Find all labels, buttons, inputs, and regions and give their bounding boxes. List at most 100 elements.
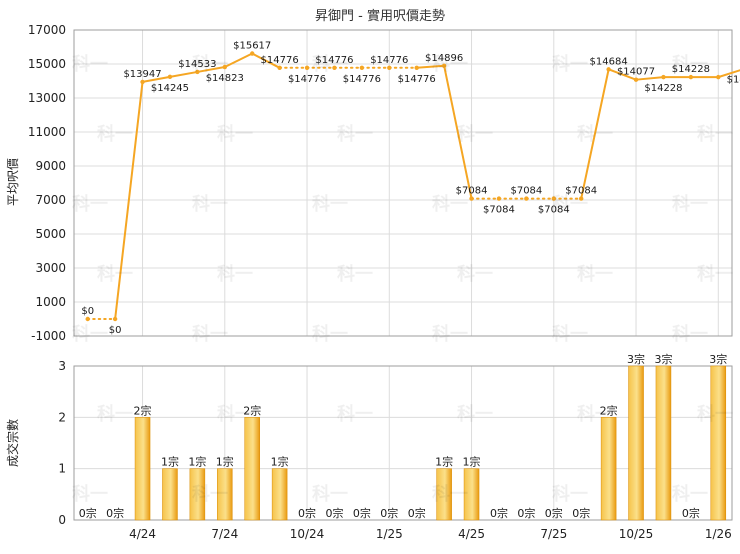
count-data-label: 0宗 xyxy=(79,506,97,520)
watermark-text: 科一 xyxy=(552,483,588,505)
count-bar xyxy=(463,468,480,521)
watermark-text: 科一 xyxy=(97,123,133,145)
watermark-text: 科一 xyxy=(97,263,133,285)
price-y-tick-label: 5000 xyxy=(35,227,66,241)
watermark-text: 科一 xyxy=(337,123,373,145)
count-data-label: 2宗 xyxy=(600,403,618,417)
price-data-label: $0 xyxy=(109,325,122,336)
count-data-label: 2宗 xyxy=(243,403,261,417)
count-data-label: 1宗 xyxy=(216,455,234,469)
count-data-label: 0宗 xyxy=(106,506,124,520)
price-point xyxy=(606,67,611,72)
price-point xyxy=(524,196,529,201)
count-bar xyxy=(134,417,151,521)
price-line-segment xyxy=(141,75,171,83)
x-tick-label: 10/24 xyxy=(290,527,325,541)
price-line-segment xyxy=(580,68,610,200)
price-data-label: $14896 xyxy=(425,53,463,64)
price-data-label: $14776 xyxy=(398,74,436,85)
price-data-label: $14776 xyxy=(288,74,326,85)
price-data-label: $14228 xyxy=(644,83,682,94)
x-tick-label: 1/26 xyxy=(705,527,732,541)
watermark-text: 科一 xyxy=(552,323,588,345)
watermark-text: 科一 xyxy=(72,53,108,75)
price-point xyxy=(441,63,447,68)
watermark-text: 科一 xyxy=(697,403,733,425)
count-bar xyxy=(436,468,452,521)
price-data-label: $13947 xyxy=(123,69,161,80)
price-line-segment xyxy=(251,52,281,69)
count-data-label: 3宗 xyxy=(654,352,672,366)
price-line-segment xyxy=(415,64,446,69)
count-bar xyxy=(189,468,206,521)
watermark-text: 科一 xyxy=(217,123,253,145)
price-y-tick-label: -1000 xyxy=(31,329,66,343)
watermark-text: 科一 xyxy=(697,123,733,145)
price-line-segment xyxy=(223,52,254,69)
count-bar xyxy=(600,417,617,521)
count-bar xyxy=(217,468,233,521)
price-line-segment xyxy=(607,68,638,81)
price-data-label: $14228 xyxy=(672,64,710,75)
price-point xyxy=(250,51,255,56)
price-data-label: $7084 xyxy=(456,186,488,197)
watermark-text: 科一 xyxy=(457,263,493,285)
count-data-label: 1宗 xyxy=(435,455,453,469)
watermark-text: 科一 xyxy=(432,323,468,345)
count-y-tick-label: 0 xyxy=(58,513,66,527)
price-data-label: $14776 xyxy=(261,55,299,66)
price-line-segment xyxy=(196,66,226,73)
count-data-label: 0宗 xyxy=(353,506,371,520)
price-y-tick-label: 15000 xyxy=(28,57,66,71)
watermark-text: 科一 xyxy=(312,193,348,215)
price-point xyxy=(359,65,365,71)
x-tick-label: 10/25 xyxy=(619,527,654,541)
price-point xyxy=(332,65,337,71)
price-data-label: $0 xyxy=(81,306,94,317)
price-point xyxy=(140,79,145,85)
watermark-text: 科一 xyxy=(192,483,228,505)
watermark-text: 科一 xyxy=(672,193,708,215)
watermark-text: 科一 xyxy=(432,483,468,505)
price-data-label: $14739 xyxy=(727,74,740,85)
watermark-text: 科一 xyxy=(72,483,108,505)
watermark-text: 科一 xyxy=(577,123,613,145)
count-data-label: 1宗 xyxy=(161,455,179,469)
price-line-segment xyxy=(443,64,473,200)
count-data-label: 0宗 xyxy=(517,506,535,520)
price-line-segment xyxy=(168,70,199,78)
watermark-text: 科一 xyxy=(337,263,373,285)
price-data-label: $14823 xyxy=(206,73,244,84)
price-y-tick-label: 13000 xyxy=(28,91,66,105)
count-y-tick-label: 2 xyxy=(58,410,66,424)
price-point xyxy=(414,65,419,71)
price-y-tick-label: 11000 xyxy=(28,125,66,139)
price-line-segment xyxy=(114,80,144,320)
watermark-text: 科一 xyxy=(337,403,373,425)
price-point xyxy=(277,65,282,71)
watermark-text: 科一 xyxy=(217,263,253,285)
price-point xyxy=(167,74,173,80)
price-point xyxy=(85,316,90,322)
watermark-text: 科一 xyxy=(672,323,708,345)
watermark-text: 科一 xyxy=(432,193,468,215)
watermark-text: 科一 xyxy=(312,323,348,345)
price-line-segment xyxy=(635,76,665,81)
count-y-tick-label: 1 xyxy=(58,462,66,476)
x-tick-label: 7/24 xyxy=(211,527,238,541)
price-y-tick-label: 9000 xyxy=(35,159,66,173)
count-data-label: 0宗 xyxy=(408,506,426,520)
count-bar xyxy=(271,468,288,521)
price-point xyxy=(112,316,118,322)
count-data-label: 0宗 xyxy=(298,506,316,520)
count-data-label: 0宗 xyxy=(545,506,563,520)
count-bar xyxy=(655,365,672,521)
watermark-text: 科一 xyxy=(552,53,588,75)
count-data-label: 2宗 xyxy=(134,403,152,417)
price-data-label: $15617 xyxy=(233,41,271,52)
count-data-label: 0宗 xyxy=(380,506,398,520)
count-data-label: 1宗 xyxy=(463,455,481,469)
price-y-tick-label: 1000 xyxy=(35,295,66,309)
watermark-text: 科一 xyxy=(72,193,108,215)
